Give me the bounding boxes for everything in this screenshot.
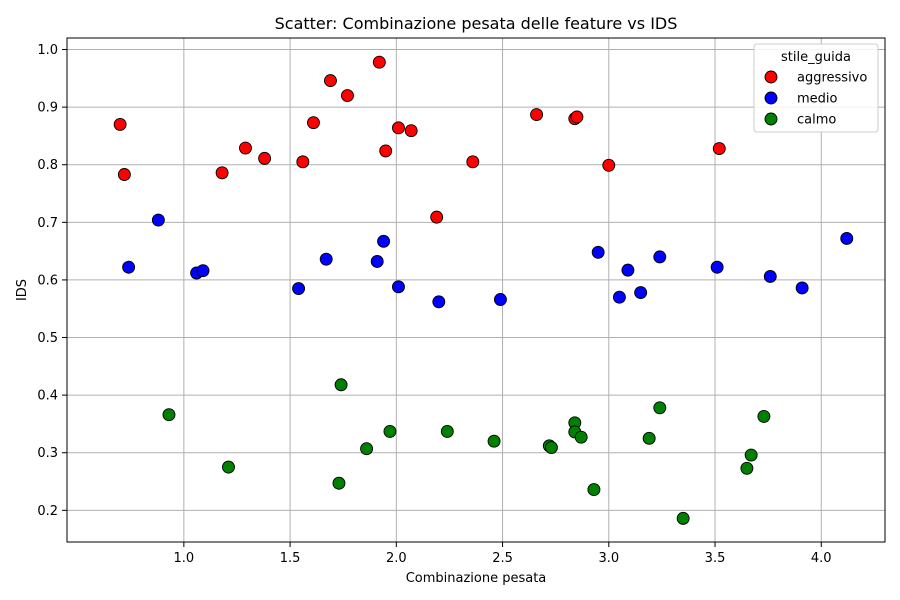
data-point-medio: [795, 281, 809, 295]
data-point-calmo: [676, 511, 690, 525]
legend-marker-aggressivo: [764, 70, 778, 84]
data-point-calmo: [744, 448, 758, 462]
data-point-calmo: [653, 401, 667, 415]
data-point-calmo: [487, 434, 501, 448]
data-point-aggressivo: [602, 158, 616, 172]
data-point-aggressivo: [570, 110, 584, 124]
data-point-medio: [122, 260, 136, 274]
data-points: [113, 55, 854, 525]
x-tick-label: 3.5: [705, 551, 726, 566]
legend-label-aggressivo: aggressivo: [797, 71, 867, 86]
y-tick-label: 0.9: [37, 101, 58, 116]
y-tick-label: 0.5: [37, 331, 58, 346]
data-point-medio: [621, 263, 635, 277]
data-point-medio: [763, 270, 777, 283]
plot-area-frame: [66, 37, 886, 543]
y-tick-label: 0.3: [37, 446, 58, 461]
data-point-calmo: [360, 442, 374, 456]
data-point-calmo: [574, 430, 588, 444]
data-point-medio: [653, 250, 667, 264]
data-point-aggressivo: [215, 166, 229, 180]
axis-ticks: 1.0 1.5 2.0 2.5 3.0 3.5 4.0 0.2 0.3 0.4 0.5 0.6 0.7 0…: [37, 43, 831, 566]
data-point-medio: [196, 264, 210, 278]
data-point-calmo: [332, 476, 346, 490]
data-point-calmo: [642, 431, 656, 445]
data-point-medio: [377, 234, 391, 248]
x-axis-label: Combinazione pesata: [406, 571, 547, 586]
data-point-medio: [634, 286, 648, 300]
data-point-calmo: [162, 408, 176, 422]
data-point-calmo: [383, 424, 397, 438]
data-point-aggressivo: [379, 144, 393, 158]
data-point-aggressivo: [466, 155, 480, 169]
data-point-calmo: [587, 483, 601, 497]
series-calmo: [162, 378, 771, 525]
y-tick-label: 1.0: [37, 43, 58, 58]
data-point-medio: [319, 252, 333, 266]
legend-title: stile_guida: [781, 50, 851, 65]
data-point-aggressivo: [404, 124, 418, 138]
data-point-aggressivo: [324, 74, 337, 88]
data-point-aggressivo: [430, 210, 444, 224]
x-tick-label: 4.0: [811, 551, 832, 566]
data-point-medio: [493, 293, 507, 306]
legend-items: aggressivo medio calmo: [764, 70, 867, 128]
data-point-medio: [612, 290, 626, 304]
data-point-calmo: [544, 441, 558, 454]
data-point-calmo: [334, 378, 348, 392]
data-point-aggressivo: [258, 151, 272, 165]
data-point-calmo: [222, 460, 235, 474]
data-point-medio: [710, 260, 724, 274]
x-tick-label: 2.0: [386, 551, 407, 566]
legend-marker-medio: [764, 91, 778, 105]
chart-title: Scatter: Combinazione pesata delle featu…: [275, 14, 678, 33]
data-point-calmo: [440, 424, 454, 438]
data-point-medio: [292, 282, 306, 296]
legend-label-medio: medio: [797, 92, 838, 107]
x-tick-label: 1.0: [174, 551, 195, 566]
data-point-calmo: [757, 409, 771, 423]
data-point-medio: [591, 245, 605, 259]
legend-box: [753, 43, 879, 133]
data-point-aggressivo: [530, 108, 544, 122]
series-aggressivo: [113, 55, 726, 224]
data-point-aggressivo: [712, 142, 726, 156]
data-point-aggressivo: [341, 89, 354, 103]
x-tick-label: 2.5: [492, 551, 513, 566]
x-tick-label: 1.5: [280, 551, 301, 566]
y-tick-label: 0.8: [37, 158, 58, 173]
data-point-aggressivo: [117, 168, 131, 181]
data-point-medio: [391, 280, 405, 294]
data-point-aggressivo: [391, 121, 405, 135]
y-axis-label: IDS: [15, 279, 30, 301]
data-point-medio: [840, 231, 854, 245]
y-tick-label: 0.7: [37, 216, 58, 231]
data-point-aggressivo: [113, 117, 127, 131]
y-tick-label: 0.2: [37, 504, 58, 519]
data-point-medio: [151, 213, 165, 227]
data-point-aggressivo: [296, 155, 310, 169]
data-point-medio: [432, 295, 446, 309]
legend-marker-calmo: [764, 112, 778, 126]
data-point-calmo: [740, 461, 754, 475]
legend-label-calmo: calmo: [797, 113, 836, 128]
y-tick-label: 0.4: [37, 389, 58, 404]
y-tick-label: 0.6: [37, 273, 58, 288]
series-medio: [122, 213, 854, 309]
data-point-aggressivo: [239, 141, 252, 155]
x-tick-label: 3.0: [598, 551, 619, 566]
legend: stile_guida aggressivo medio calmo: [753, 43, 879, 133]
data-point-aggressivo: [307, 116, 320, 130]
data-point-medio: [370, 255, 384, 268]
data-point-aggressivo: [372, 55, 386, 69]
